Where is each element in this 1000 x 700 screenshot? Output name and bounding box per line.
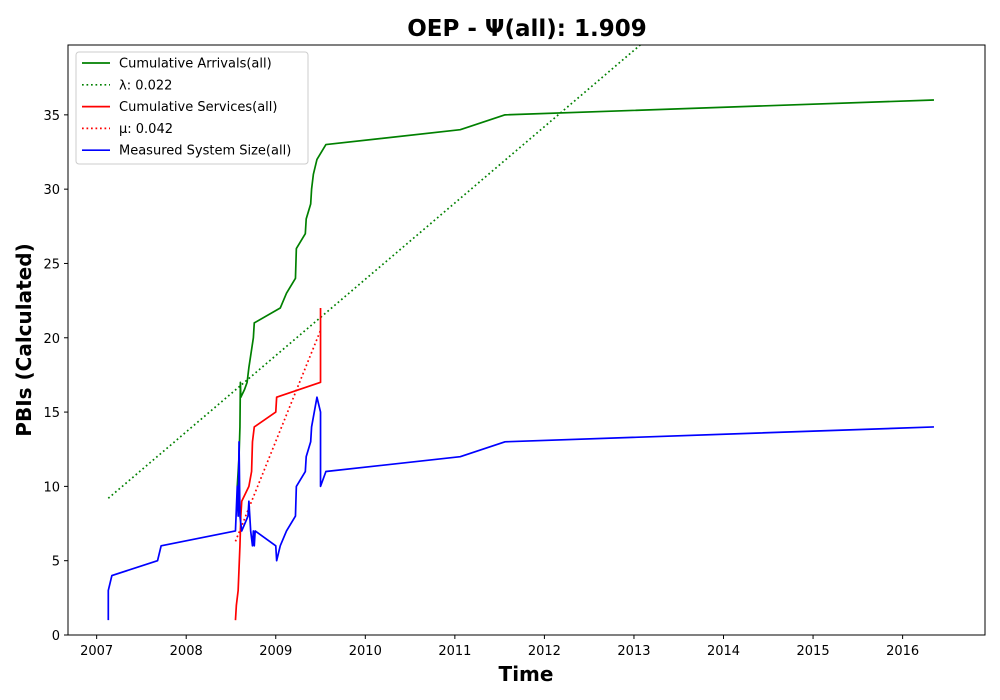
x-tick-label: 2008 bbox=[170, 644, 203, 659]
y-tick-label: 35 bbox=[43, 109, 60, 124]
x-tick-label: 2016 bbox=[886, 644, 919, 659]
x-tick-label: 2007 bbox=[80, 644, 113, 659]
y-tick-label: 25 bbox=[43, 257, 60, 272]
y-axis: 0 5 10 15 20 25 30 35 bbox=[43, 109, 68, 644]
x-tick-label: 2009 bbox=[259, 644, 292, 659]
x-tick-label: 2015 bbox=[797, 644, 830, 659]
y-tick-label: 5 bbox=[52, 555, 60, 570]
x-axis-label: Time bbox=[499, 662, 554, 686]
chart-title: OEP - Ψ(all): 1.909 bbox=[407, 16, 647, 42]
legend-label: Cumulative Arrivals(all) bbox=[119, 57, 272, 72]
y-axis-label: PBIs (Calculated) bbox=[12, 243, 36, 436]
y-tick-label: 15 bbox=[43, 406, 60, 421]
y-tick-label: 30 bbox=[43, 183, 60, 198]
legend: Cumulative Arrivals(all) λ: 0.022 Cumulati… bbox=[75, 51, 309, 165]
y-tick-label: 10 bbox=[43, 480, 60, 495]
x-tick-label: 2011 bbox=[438, 644, 471, 659]
x-axis: 2007 2008 2009 2010 2011 2012 2013 2014 2015 2016 bbox=[80, 635, 919, 659]
y-tick-label: 20 bbox=[43, 332, 60, 347]
x-tick-label: 2013 bbox=[617, 644, 650, 659]
series-layer bbox=[107, 45, 934, 621]
x-tick-label: 2010 bbox=[349, 644, 382, 659]
x-tick-label: 2012 bbox=[528, 644, 561, 659]
series-line-5 bbox=[107, 396, 934, 621]
legend-label: Cumulative Services(all) bbox=[119, 100, 277, 115]
series-line-4 bbox=[234, 330, 322, 542]
legend-label: μ: 0.042 bbox=[119, 122, 173, 137]
legend-box bbox=[75, 51, 309, 165]
plot-frame bbox=[67, 44, 986, 636]
x-tick-label: 2014 bbox=[707, 644, 740, 659]
y-tick-label: 0 bbox=[52, 629, 60, 644]
legend-label: Measured System Size(all) bbox=[119, 144, 291, 159]
series-line-3 bbox=[234, 308, 322, 621]
legend-label: λ: 0.022 bbox=[119, 78, 172, 93]
series-line-1 bbox=[236, 99, 934, 487]
